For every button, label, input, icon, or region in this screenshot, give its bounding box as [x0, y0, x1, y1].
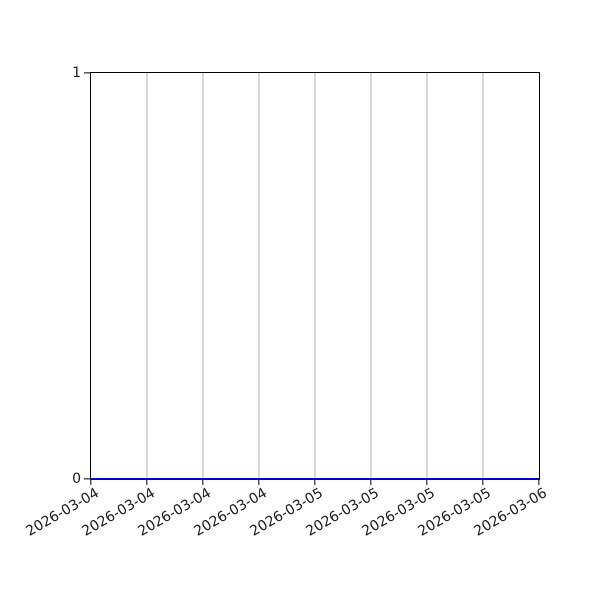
gridline: [426, 73, 428, 479]
x-tick: [482, 479, 484, 485]
x-tick: [538, 479, 540, 485]
gridline: [258, 73, 260, 479]
x-tick: [426, 479, 428, 485]
gridline: [146, 73, 148, 479]
y-tick: [84, 72, 91, 74]
y-tick-label: 0: [72, 471, 81, 487]
x-tick: [314, 479, 316, 485]
y-tick: [84, 478, 91, 480]
x-tick: [202, 479, 204, 485]
x-tick: [370, 479, 372, 485]
gridline: [202, 73, 204, 479]
gridline: [482, 73, 484, 479]
gridline: [370, 73, 372, 479]
data-line-series-1: [91, 477, 539, 480]
y-tick-label: 1: [72, 65, 81, 81]
plot-area: 2026-03-04 2026-03-04 2026-03-04 2026-03-04…: [23, 66, 549, 540]
x-tick: [146, 479, 148, 485]
x-tick: [90, 479, 92, 485]
x-tick: [258, 479, 260, 485]
gridline: [314, 73, 316, 479]
